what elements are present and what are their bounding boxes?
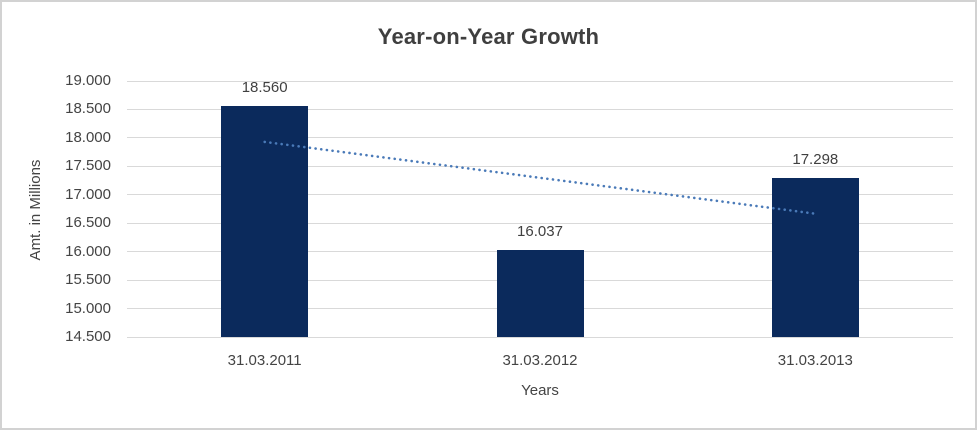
y-axis-tick-label: 18.000 [65,128,111,146]
y-axis-tick-label: 19.000 [65,72,111,89]
bar-31.03.2011 [221,106,309,337]
gridline [127,80,953,82]
x-axis-category-label: 31.03.2011 [227,352,302,369]
bar-31.03.2013 [771,177,859,337]
bar-value-label: 17.298 [792,150,839,168]
y-axis-title: Amt. in Millions [27,159,44,261]
chart-title: Year-on-Year Growth [377,24,600,49]
y-axis-tick-label: 16.500 [65,214,111,232]
y-axis-tick-label: 14.500 [65,328,111,345]
x-axis-category-label: 31.03.2013 [777,352,853,369]
bar-value-label: 18.560 [241,79,288,97]
gridline [127,137,953,139]
bar-31.03.2012 [496,249,584,337]
x-axis-title: Years [521,382,559,399]
y-axis-tick-label: 16.000 [65,242,111,260]
gridline [127,336,953,338]
y-axis-tick-label: 17.000 [65,185,111,203]
y-axis-tick-label: 17.500 [65,157,111,175]
y-axis-tick-label: 15.000 [65,299,111,317]
x-axis-category-label: 31.03.2012 [502,352,578,369]
bar-value-label: 16.037 [517,222,563,240]
y-axis-tick-label: 15.500 [65,271,111,289]
gridline [127,108,953,110]
gridline [127,222,953,224]
y-axis-tick-label: 18.500 [65,100,111,118]
